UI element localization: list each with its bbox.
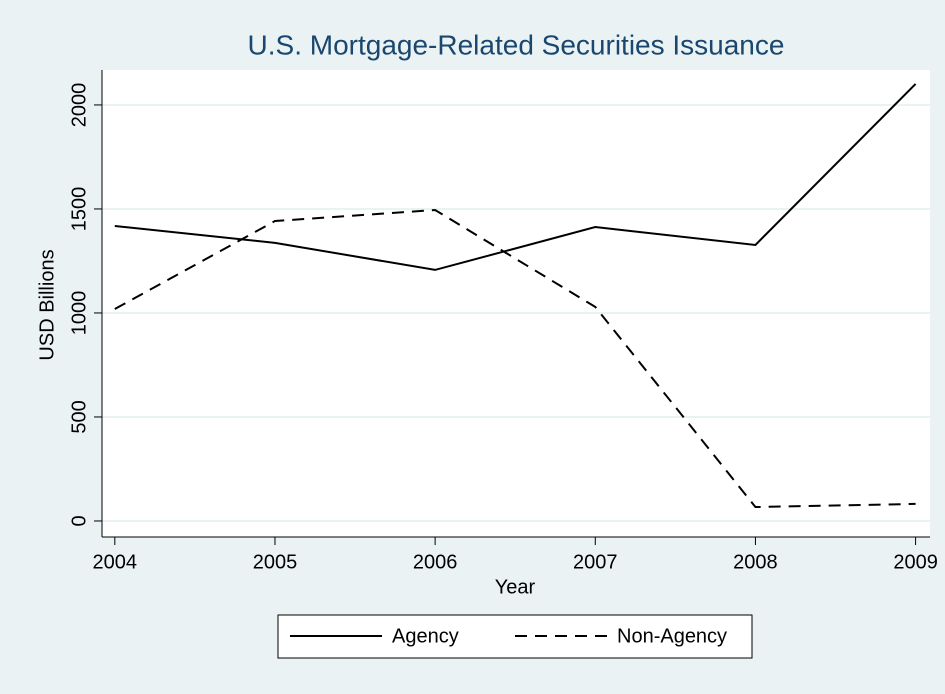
x-tick-label: 2009: [893, 551, 938, 573]
legend-label: Agency: [392, 625, 459, 647]
chart-title: U.S. Mortgage-Related Securities Issuanc…: [248, 29, 785, 60]
y-tick-label: 0: [68, 515, 90, 526]
x-tick-label: 2005: [253, 551, 298, 573]
series-line: [114, 83, 917, 271]
y-tick-label: 1500: [68, 187, 90, 232]
x-tick-label: 2004: [93, 551, 138, 573]
legend-label: Non-Agency: [617, 625, 727, 647]
x-tick-label: 2007: [573, 551, 618, 573]
y-axis-label: USD Billions: [36, 249, 58, 360]
y-tick-label: 1000: [68, 291, 90, 336]
x-axis-label: Year: [495, 576, 536, 598]
x-tick-label: 2008: [733, 551, 778, 573]
y-tick-label: 2000: [68, 83, 90, 128]
y-tick-label: 500: [68, 400, 90, 433]
plot-area: [102, 70, 930, 537]
x-tick-label: 2006: [413, 551, 458, 573]
